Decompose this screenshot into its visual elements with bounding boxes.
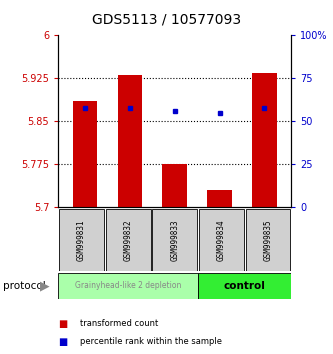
Bar xyxy=(198,273,291,299)
Text: Grainyhead-like 2 depletion: Grainyhead-like 2 depletion xyxy=(75,281,181,290)
Bar xyxy=(106,209,151,271)
Text: protocol: protocol xyxy=(3,281,46,291)
Text: GSM999831: GSM999831 xyxy=(77,219,86,261)
Text: GDS5113 / 10577093: GDS5113 / 10577093 xyxy=(92,12,241,27)
Bar xyxy=(252,73,277,207)
Text: control: control xyxy=(224,281,266,291)
Bar xyxy=(59,209,104,271)
Bar xyxy=(207,190,232,207)
Bar xyxy=(73,101,98,207)
Text: transformed count: transformed count xyxy=(80,319,158,329)
Bar xyxy=(58,273,198,299)
Text: ■: ■ xyxy=(58,337,68,347)
Text: ■: ■ xyxy=(58,319,68,329)
Text: ▶: ▶ xyxy=(40,279,50,292)
Text: GSM999832: GSM999832 xyxy=(124,219,133,261)
Text: GSM999833: GSM999833 xyxy=(170,219,179,261)
Bar xyxy=(118,75,142,207)
Text: percentile rank within the sample: percentile rank within the sample xyxy=(80,337,222,346)
Bar xyxy=(199,209,244,271)
Bar xyxy=(163,164,187,207)
Text: GSM999835: GSM999835 xyxy=(263,219,273,261)
Bar xyxy=(153,209,197,271)
Text: GSM999834: GSM999834 xyxy=(217,219,226,261)
Bar xyxy=(246,209,290,271)
